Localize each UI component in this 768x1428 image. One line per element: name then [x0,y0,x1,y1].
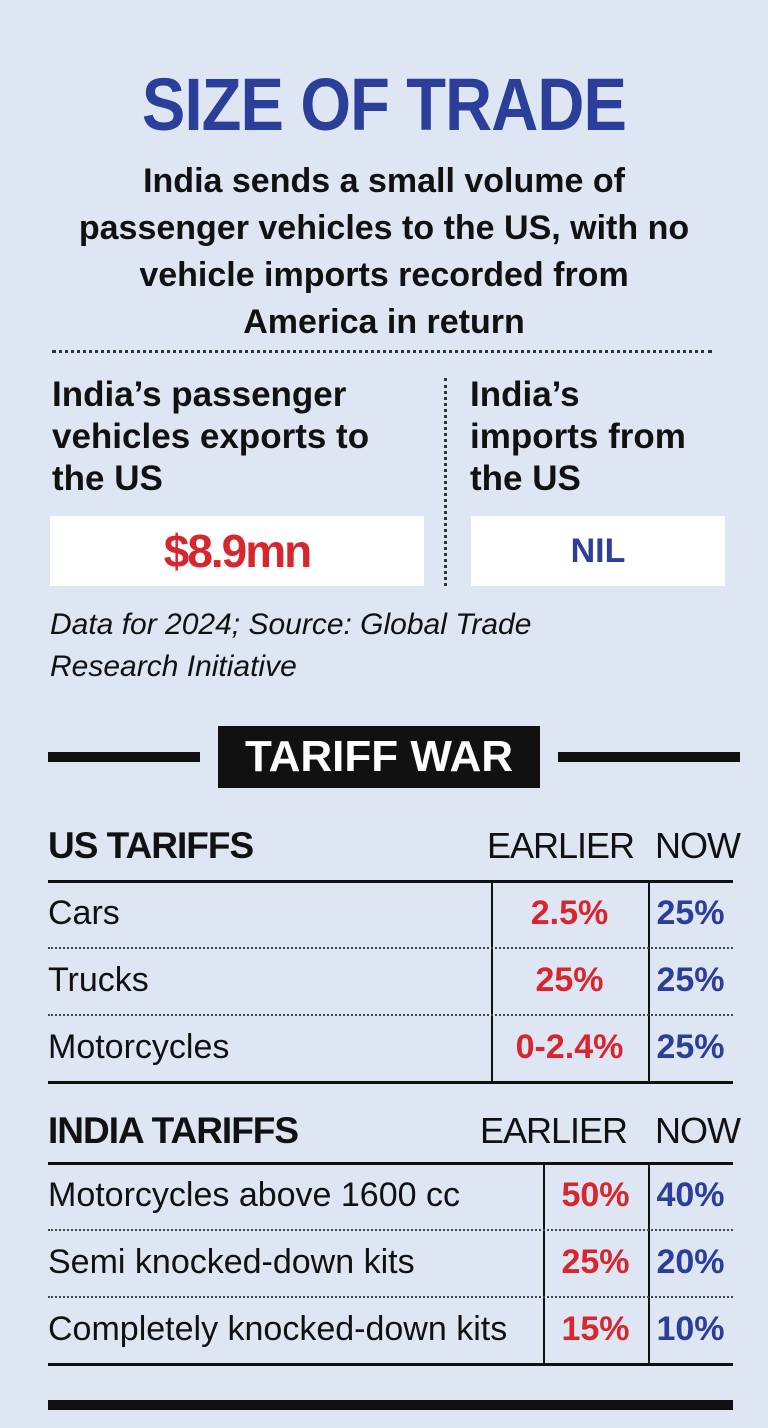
row-label: Semi knocked-down kits [48,1243,415,1281]
now-value: 25% [656,894,725,932]
row-label: Completely knocked-down kits [48,1310,508,1348]
table-border [648,880,650,1081]
rule [558,752,740,762]
row-divider [48,1296,733,1298]
now-value: 20% [656,1243,725,1281]
stat-label: India’s passenger vehicles exports to th… [52,375,370,498]
title: SIZE OF TRADE [141,63,627,146]
divider [52,350,712,353]
table-border [48,1081,733,1084]
now-value: 40% [656,1176,725,1214]
earlier-value: 0-2.4% [515,1028,624,1066]
row-divider [48,1229,733,1231]
table-border [491,880,493,1081]
table-border [48,1162,733,1165]
row-label: Cars [48,894,120,932]
earlier-value: 2.5% [530,894,609,932]
earlier-value: 25% [561,1243,630,1281]
column-header: EARLIER [487,825,635,866]
row-divider [48,1014,733,1016]
table-border [48,1363,733,1366]
table-title: INDIA TARIFFS [48,1110,299,1151]
stat-value: $8.9mn [50,516,424,586]
table-border [648,1162,650,1363]
table-border [48,880,733,883]
earlier-value: 25% [535,961,604,999]
earlier-value: 50% [561,1176,630,1214]
row-label: Motorcycles [48,1028,230,1066]
rule [48,752,200,762]
section-title: TARIFF WAR [218,726,540,788]
column-header: NOW [655,1110,741,1151]
now-value: 25% [656,961,725,999]
row-divider [48,947,733,949]
now-value: 10% [656,1310,725,1348]
now-value: 25% [656,1028,725,1066]
divider [444,378,447,586]
column-header: EARLIER [480,1110,628,1151]
earlier-value: 15% [561,1310,630,1348]
table-border [543,1162,545,1363]
row-label: Motorcycles above 1600 cc [48,1176,460,1214]
table-title: US TARIFFS [48,825,254,866]
subtitle: India sends a small volume of passenger … [78,162,690,341]
source-note: Data for 2024; Source: Global Trade Rese… [50,608,532,683]
stat-label: India’s imports from the US [470,375,686,498]
rule [48,1400,733,1410]
stat-value: NIL [471,516,725,586]
row-label: Trucks [48,961,149,999]
column-header: NOW [655,825,741,866]
